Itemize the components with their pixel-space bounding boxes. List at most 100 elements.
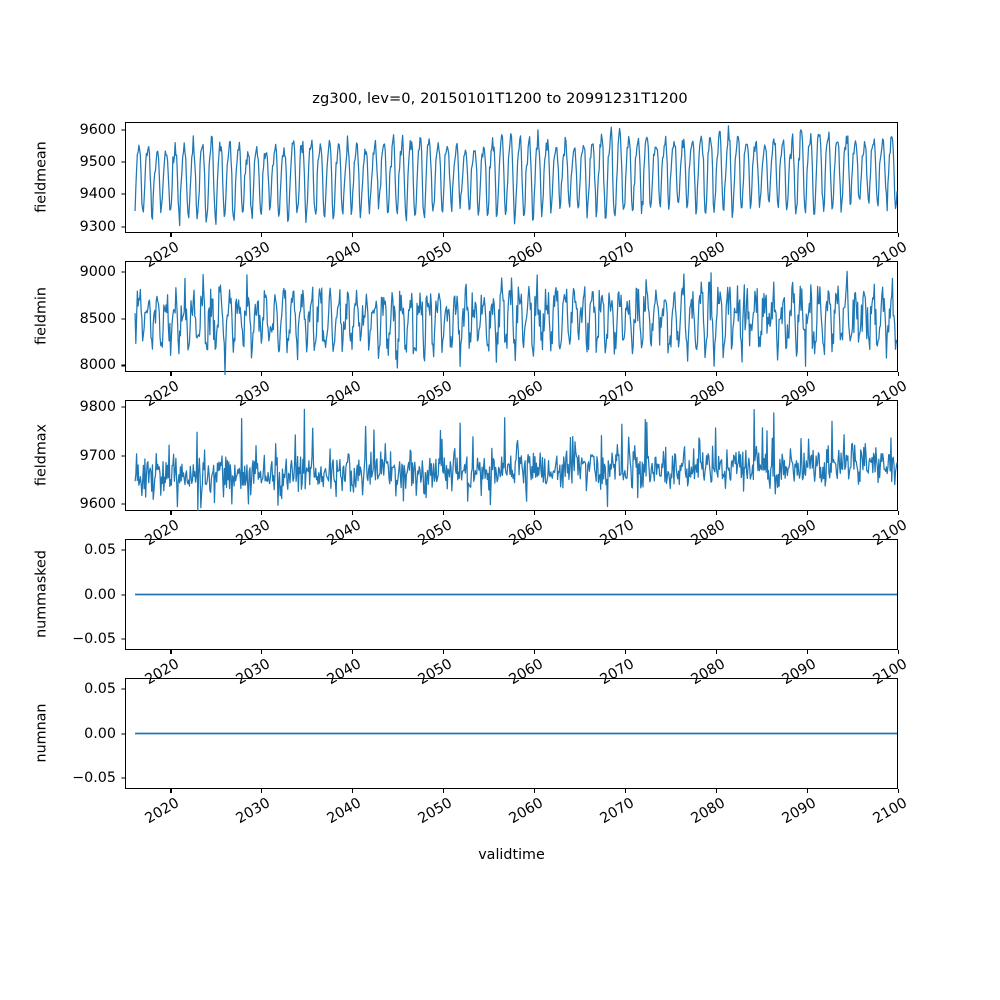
- x-tick-mark: [352, 233, 354, 237]
- plot-area-nummasked: [135, 593, 897, 596]
- y-tick-label: 9500: [79, 154, 116, 171]
- x-tick-mark: [261, 233, 263, 237]
- y-axis-label-fieldmin: fieldmin: [33, 286, 49, 345]
- x-tick-mark: [898, 372, 900, 376]
- x-tick-label: 2040: [324, 795, 365, 828]
- y-axis-ticks-fieldmean: 9300 9400 9500 9600: [48, 122, 125, 235]
- data-line-fieldmax: [134, 408, 898, 512]
- x-tick-mark: [716, 650, 718, 654]
- x-tick-label: 2090: [779, 795, 820, 828]
- y-axis-label-fieldmean: fieldmean: [33, 140, 49, 213]
- y-axis-label-numnan: numnan: [33, 703, 49, 762]
- y-tick-mark: [121, 406, 125, 408]
- x-axis-label: validtime: [478, 847, 545, 863]
- y-tick-label: 8500: [79, 310, 116, 327]
- y-tick-mark: [121, 688, 125, 690]
- x-tick-mark: [352, 372, 354, 376]
- x-tick-label: 2060: [506, 795, 547, 828]
- y-tick-mark: [121, 733, 125, 735]
- subplot-fieldmean: [125, 122, 898, 233]
- y-tick-mark: [121, 226, 125, 228]
- y-tick-mark: [121, 638, 125, 640]
- x-tick-mark: [807, 372, 809, 376]
- x-tick-mark: [170, 511, 172, 515]
- x-tick-mark: [807, 789, 809, 793]
- y-tick-label: 9800: [79, 399, 116, 416]
- x-tick-mark: [534, 372, 536, 376]
- x-tick-mark: [352, 511, 354, 515]
- data-line-fieldmean: [134, 125, 898, 227]
- x-tick-mark: [807, 511, 809, 515]
- x-tick-mark: [807, 650, 809, 654]
- x-tick-mark: [716, 233, 718, 237]
- y-tick-label: 0.05: [84, 541, 116, 558]
- subplot-numnan: [125, 678, 898, 789]
- x-tick-mark: [716, 372, 718, 376]
- x-tick-mark: [625, 650, 627, 654]
- x-tick-mark: [625, 789, 627, 793]
- x-tick-mark: [261, 511, 263, 515]
- x-tick-mark: [352, 789, 354, 793]
- x-tick-label: 2100: [870, 795, 910, 828]
- x-tick-mark: [625, 372, 627, 376]
- y-tick-label: 0.00: [84, 725, 116, 742]
- figure-title: zg300, lev=0, 20150101T1200 to 20991231T…: [312, 90, 688, 107]
- x-tick-mark: [170, 372, 172, 376]
- x-tick-mark: [898, 233, 900, 237]
- subplot-fieldmax: [125, 400, 898, 512]
- x-tick-mark: [534, 789, 536, 793]
- y-tick-mark: [121, 594, 125, 596]
- x-tick-label: 2080: [688, 795, 729, 828]
- y-tick-label: 9600: [79, 122, 116, 139]
- y-tick-label: −0.05: [72, 631, 116, 648]
- x-tick-mark: [443, 233, 445, 237]
- y-tick-label: 9600: [79, 495, 116, 512]
- y-tick-mark: [121, 549, 125, 551]
- x-tick-mark: [898, 511, 900, 515]
- y-tick-mark: [121, 455, 125, 457]
- y-axis-ticks-fieldmax: 9600 9700 9800: [48, 399, 125, 512]
- y-axis-ticks-numnan: −0.05 0.00 0.05: [48, 678, 125, 789]
- plot-area-fieldmin: [134, 270, 898, 376]
- y-axis-label-nummasked: nummasked: [33, 549, 49, 638]
- y-tick-label: 8000: [79, 357, 116, 374]
- plot-area-numnan: [135, 732, 897, 735]
- y-tick-mark: [121, 193, 125, 195]
- x-tick-mark: [261, 372, 263, 376]
- x-tick-mark: [625, 511, 627, 515]
- y-tick-label: 9700: [79, 447, 116, 464]
- x-tick-mark: [807, 233, 809, 237]
- x-tick-label: 2030: [233, 795, 274, 828]
- x-tick-mark: [443, 650, 445, 654]
- y-axis-ticks-nummasked: −0.05 0.00 0.05: [48, 539, 125, 650]
- y-tick-label: 0.00: [84, 586, 116, 603]
- x-tick-label: 2070: [597, 795, 638, 828]
- y-tick-label: 9300: [79, 218, 116, 235]
- x-tick-mark: [898, 789, 900, 793]
- x-tick-mark: [625, 233, 627, 237]
- y-tick-mark: [121, 129, 125, 131]
- y-axis-ticks-fieldmin: 8000 8500 9000: [48, 261, 125, 374]
- plot-area-fieldmax: [134, 408, 898, 512]
- y-tick-mark: [121, 364, 125, 367]
- y-tick-mark: [121, 503, 125, 505]
- x-tick-label: 2050: [415, 795, 456, 828]
- x-tick-mark: [443, 789, 445, 793]
- x-tick-mark: [261, 789, 263, 793]
- y-tick-label: 0.05: [84, 680, 116, 697]
- x-tick-mark: [352, 650, 354, 654]
- subplot-nummasked: [125, 539, 898, 650]
- x-tick-mark: [443, 511, 445, 515]
- x-tick-mark: [534, 511, 536, 515]
- y-axis-label-fieldmax: fieldmax: [33, 423, 49, 486]
- x-tick-mark: [170, 650, 172, 654]
- y-tick-mark: [121, 271, 125, 273]
- x-tick-mark: [898, 650, 900, 654]
- x-tick-label: 2020: [142, 795, 183, 828]
- y-tick-label: 9400: [79, 186, 116, 203]
- x-tick-mark: [534, 650, 536, 654]
- y-tick-mark: [121, 318, 125, 320]
- y-tick-label: −0.05: [72, 770, 116, 787]
- y-tick-mark: [121, 161, 125, 163]
